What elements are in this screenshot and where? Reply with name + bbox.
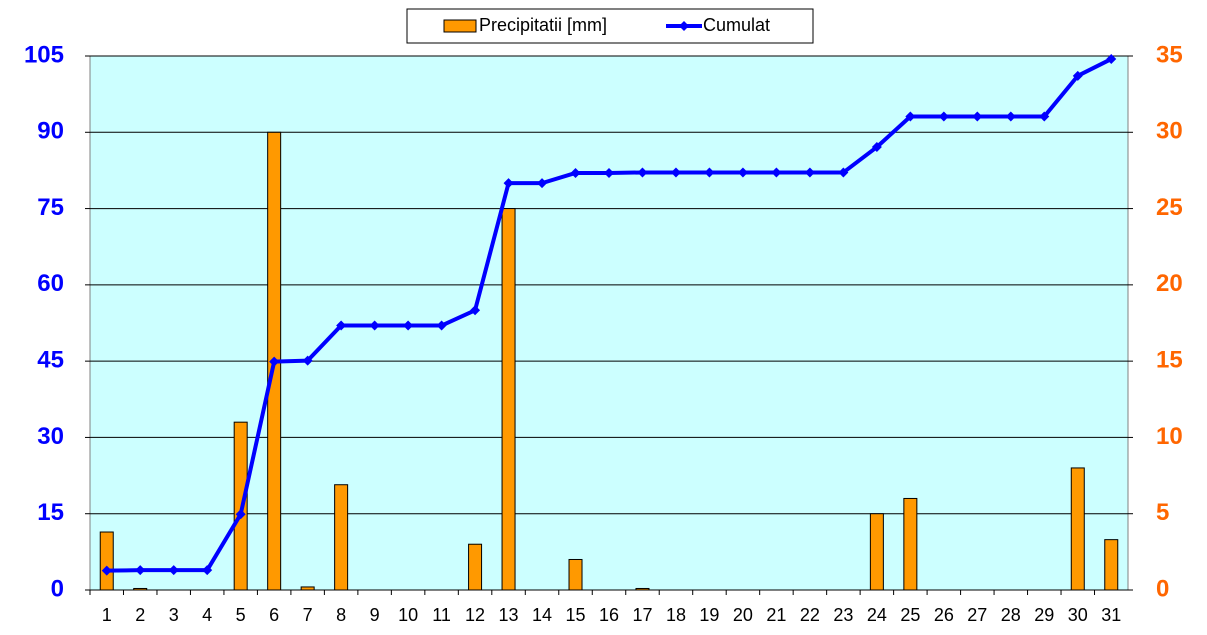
y-tick-label: 105 [24,41,64,68]
y-tick-label: 60 [37,270,64,297]
marker [1005,111,1016,122]
marker [168,565,179,576]
x-tick-label: 17 [632,605,652,625]
marker [871,142,882,153]
x-tick-label: 28 [1001,605,1021,625]
bar [635,587,650,591]
y2-tick-label: 10 [1156,423,1183,450]
legend-marker [679,21,689,31]
x-tick-label: 12 [465,605,485,625]
x-tick-label: 13 [499,605,519,625]
bar [468,543,483,591]
x-tick-label: 10 [398,605,418,625]
x-tick-label: 22 [800,605,820,625]
x-tick-label: 8 [336,605,346,625]
x-tick-label: 25 [900,605,920,625]
y2-tick-label: 5 [1156,499,1169,526]
bar [334,484,349,591]
marker [704,167,715,178]
bar [1104,539,1119,591]
y2-tick-label: 0 [1156,575,1169,602]
x-tick-label: 4 [202,605,212,625]
y-tick-label: 75 [37,194,64,221]
marker [905,111,916,122]
marker [537,178,548,189]
x-tick-label: 31 [1101,605,1121,625]
marker [436,320,447,331]
y-tick-label: 45 [37,346,64,373]
bar [133,587,148,591]
plot-area [89,55,1129,591]
bar [501,208,516,591]
y2-tick-label: 25 [1156,194,1183,221]
y-tick-label: 90 [37,118,64,145]
marker [737,167,748,178]
marker [838,167,849,178]
marker [938,111,949,122]
marker [470,305,481,316]
x-tick-label: 7 [303,605,313,625]
bar [99,531,114,591]
x-tick-label: 18 [666,605,686,625]
marker [570,167,581,178]
marker [1106,54,1117,65]
marker [804,167,815,178]
marker [1072,70,1083,81]
bar [300,586,315,591]
x-tick-label: 27 [967,605,987,625]
legend-label: Precipitatii [mm] [479,15,607,35]
y-tick-label: 15 [37,499,64,526]
marker [235,509,246,520]
marker [403,320,414,331]
x-tick-label: 30 [1068,605,1088,625]
x-tick-label: 26 [934,605,954,625]
marker [302,355,313,366]
x-tick-label: 3 [169,605,179,625]
x-tick-label: 24 [867,605,887,625]
marker [135,565,146,576]
marker [972,111,983,122]
x-tick-label: 21 [766,605,786,625]
x-tick-label: 23 [833,605,853,625]
x-tick-label: 5 [236,605,246,625]
marker [369,320,380,331]
x-tick-label: 2 [135,605,145,625]
marker [503,178,514,189]
marker [670,167,681,178]
marker [336,320,347,331]
marker [1039,111,1050,122]
y-tick-label: 30 [37,423,64,450]
bar [903,497,918,591]
x-tick-label: 11 [432,605,451,625]
x-tick-label: 29 [1034,605,1054,625]
y-tick-label: 0 [51,575,64,602]
marker [101,565,112,576]
marker [637,167,648,178]
x-tick-label: 1 [102,605,112,625]
x-tick-label: 9 [370,605,380,625]
marker [771,167,782,178]
x-tick-label: 19 [699,605,719,625]
bar [1070,467,1085,591]
y2-tick-label: 15 [1156,346,1183,373]
marker [604,167,614,178]
bar [568,558,583,591]
x-tick-label: 20 [733,605,753,625]
legend-swatch [443,19,477,33]
y2-tick-label: 20 [1156,270,1183,297]
x-tick-label: 6 [269,605,279,625]
legend-label: Cumulat [703,15,770,35]
marker [202,565,213,576]
bar [869,513,884,591]
marker [269,356,280,367]
y2-tick-label: 30 [1156,118,1183,145]
x-tick-label: 15 [566,605,586,625]
y2-tick-label: 35 [1156,41,1183,68]
x-tick-label: 14 [532,605,552,625]
x-tick-label: 16 [599,605,619,625]
